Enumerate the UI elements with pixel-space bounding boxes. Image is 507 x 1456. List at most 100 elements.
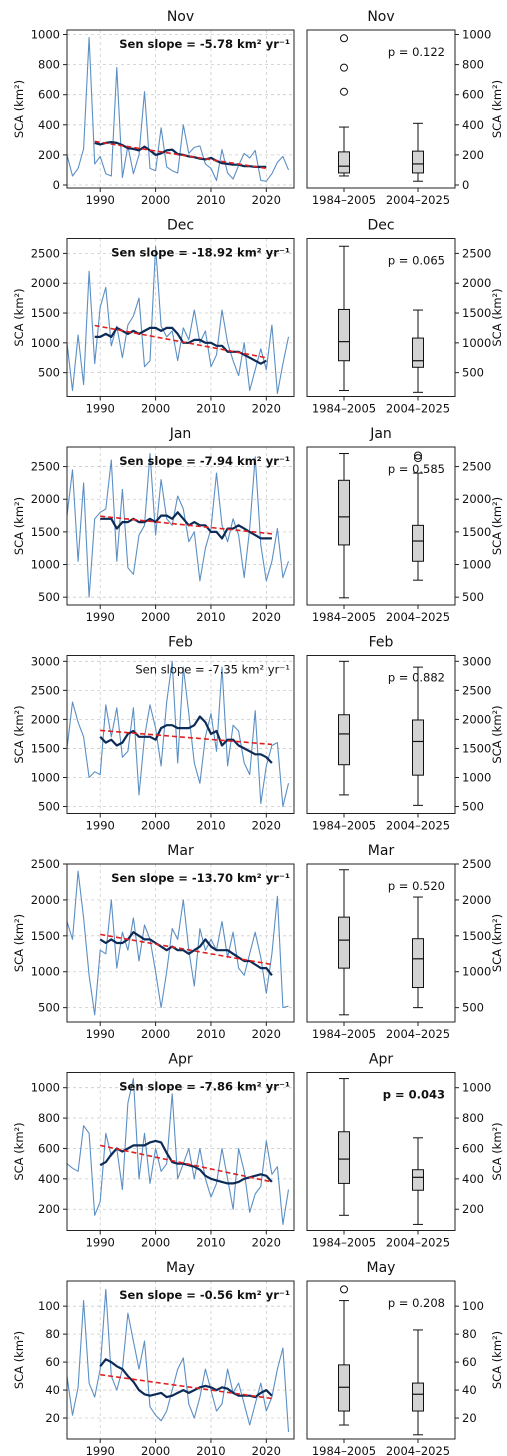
y-tick-label: 800 (38, 1111, 60, 1125)
sen-slope-annotation: Sen slope = -5.78 km² yr⁻¹ (119, 37, 290, 51)
y-tick-label: 2500 (31, 460, 60, 474)
panel-mar: Mar 500 1000 1500 2000 2500 1990 2000 2010 2020 SC… (12, 843, 504, 1041)
y-tick-label: 20 (45, 1411, 60, 1425)
series-trend-line (100, 933, 273, 966)
box-category-label: 1984–2005 (312, 1236, 376, 1250)
panel-apr: Apr 200 400 600 800 1000 1990 2000 2010 2020 SCA (… (12, 1052, 504, 1250)
box-y-axis-label: SCA (km²) (490, 1331, 504, 1389)
box-y-tick-label: 500 (462, 800, 484, 814)
box-outlier (414, 451, 422, 460)
box-y-axis-label: SCA (km²) (490, 80, 504, 138)
panel-feb: Feb 500 1000 1500 2000 2500 3000 1990 2000 2010 20… (12, 635, 504, 833)
sen-slope-annotation: Sen slope = -7.94 km² yr⁻¹ (119, 454, 290, 468)
line-plot-frame (66, 863, 295, 1023)
box-category-label: 1984–2005 (312, 193, 376, 207)
y-tick-label: 1000 (31, 558, 60, 572)
box-iqr (412, 1382, 424, 1412)
box-y-tick-label: 500 (462, 366, 484, 380)
box-y-tick-label: 400 (462, 118, 484, 132)
box-plot-frame (306, 446, 456, 606)
x-tick-label: 2020 (252, 1236, 281, 1250)
y-tick-label: 500 (38, 1001, 60, 1015)
y-tick-label: 1000 (31, 28, 60, 42)
box-y-axis-label: SCA (km²) (490, 914, 504, 972)
box-y-tick-label: 80 (462, 1327, 477, 1341)
y-tick-label: 0 (53, 178, 60, 192)
box-y-axis-label: SCA (km²) (490, 705, 504, 763)
box-y-tick-label: 600 (462, 88, 484, 102)
y-tick-label: 400 (38, 118, 60, 132)
box-y-tick-label: 2500 (462, 246, 491, 260)
box-y-tick-label: 500 (462, 590, 484, 604)
box-outlier (340, 63, 348, 72)
line-chart-title: May (166, 1260, 195, 1276)
y-axis-label: SCA (km²) (12, 1122, 26, 1180)
box-iqr (338, 1364, 350, 1412)
box-y-tick-label: 100 (462, 1299, 484, 1313)
box-iqr (338, 308, 350, 362)
box-chart-title: May (367, 1260, 396, 1276)
y-axis-label: SCA (km²) (12, 288, 26, 346)
box-y-tick-label: 2000 (462, 492, 491, 506)
box-plot-frame (306, 1072, 456, 1231)
line-chart-title: Mar (167, 843, 194, 859)
y-tick-label: 100 (38, 1299, 60, 1313)
y-tick-label: 200 (38, 1202, 60, 1216)
line-chart-title: Apr (168, 1052, 192, 1068)
box-y-tick-label: 1000 (462, 28, 491, 42)
box-y-tick-label: 1000 (462, 1081, 491, 1095)
series-raw-line (67, 870, 289, 1016)
y-tick-label: 2000 (31, 276, 60, 290)
series-trend-line (94, 324, 267, 359)
x-tick-label: 1990 (86, 610, 115, 624)
x-tick-label: 1990 (86, 1236, 115, 1250)
box-y-axis-label: SCA (km²) (490, 497, 504, 555)
box-plot-frame (306, 655, 456, 814)
box-y-tick-label: 1500 (462, 929, 491, 943)
x-tick-label: 1990 (86, 1027, 115, 1041)
box-y-axis-label: SCA (km²) (490, 1122, 504, 1180)
series-trend-line (94, 140, 267, 170)
box-category-label: 1984–2005 (312, 610, 376, 624)
x-tick-label: 2000 (141, 193, 170, 207)
box-outlier (340, 1285, 348, 1294)
box-outlier (340, 34, 348, 43)
box-y-tick-label: 1000 (462, 336, 491, 350)
box-y-tick-label: 2500 (462, 683, 491, 697)
y-tick-label: 400 (38, 1172, 60, 1186)
series-smooth-line (99, 1139, 273, 1185)
sen-slope-annotation: Sen slope = -0.56 km² yr⁻¹ (119, 1288, 290, 1302)
x-tick-label: 1990 (86, 402, 115, 416)
series-smooth-line (100, 511, 272, 540)
y-tick-label: 60 (45, 1355, 60, 1369)
y-tick-label: 500 (38, 800, 60, 814)
y-tick-label: 600 (38, 1141, 60, 1155)
line-chart-title: Feb (168, 635, 193, 651)
box-category-label: 1984–2005 (312, 402, 376, 416)
y-axis-label: SCA (km²) (12, 80, 26, 138)
box-plot-frame (306, 863, 456, 1023)
line-plot-frame (66, 29, 295, 189)
sen-slope-annotation: Sen slope = -7.86 km² yr⁻¹ (119, 1080, 290, 1094)
series-trend-line (100, 1144, 273, 1183)
x-tick-label: 2000 (141, 819, 170, 833)
box-chart-title: Mar (368, 843, 395, 859)
box-outlier (340, 87, 348, 96)
box-y-tick-label: 1500 (462, 741, 491, 755)
y-tick-label: 1000 (31, 336, 60, 350)
x-tick-label: 2000 (141, 1027, 170, 1041)
box-iqr (338, 1131, 350, 1184)
box-y-tick-label: 2500 (462, 460, 491, 474)
line-plot-frame (66, 1072, 295, 1231)
x-tick-label: 2010 (196, 193, 225, 207)
box-y-tick-label: 60 (462, 1355, 477, 1369)
box-y-tick-label: 1000 (462, 770, 491, 784)
box-chart-title: Nov (367, 9, 394, 25)
box-outlier (414, 454, 422, 463)
y-axis-label: SCA (km²) (12, 914, 26, 972)
x-tick-label: 2010 (196, 1444, 225, 1456)
line-plot-frame (66, 655, 295, 814)
box-iqr (412, 719, 424, 776)
x-tick-label: 2000 (141, 402, 170, 416)
